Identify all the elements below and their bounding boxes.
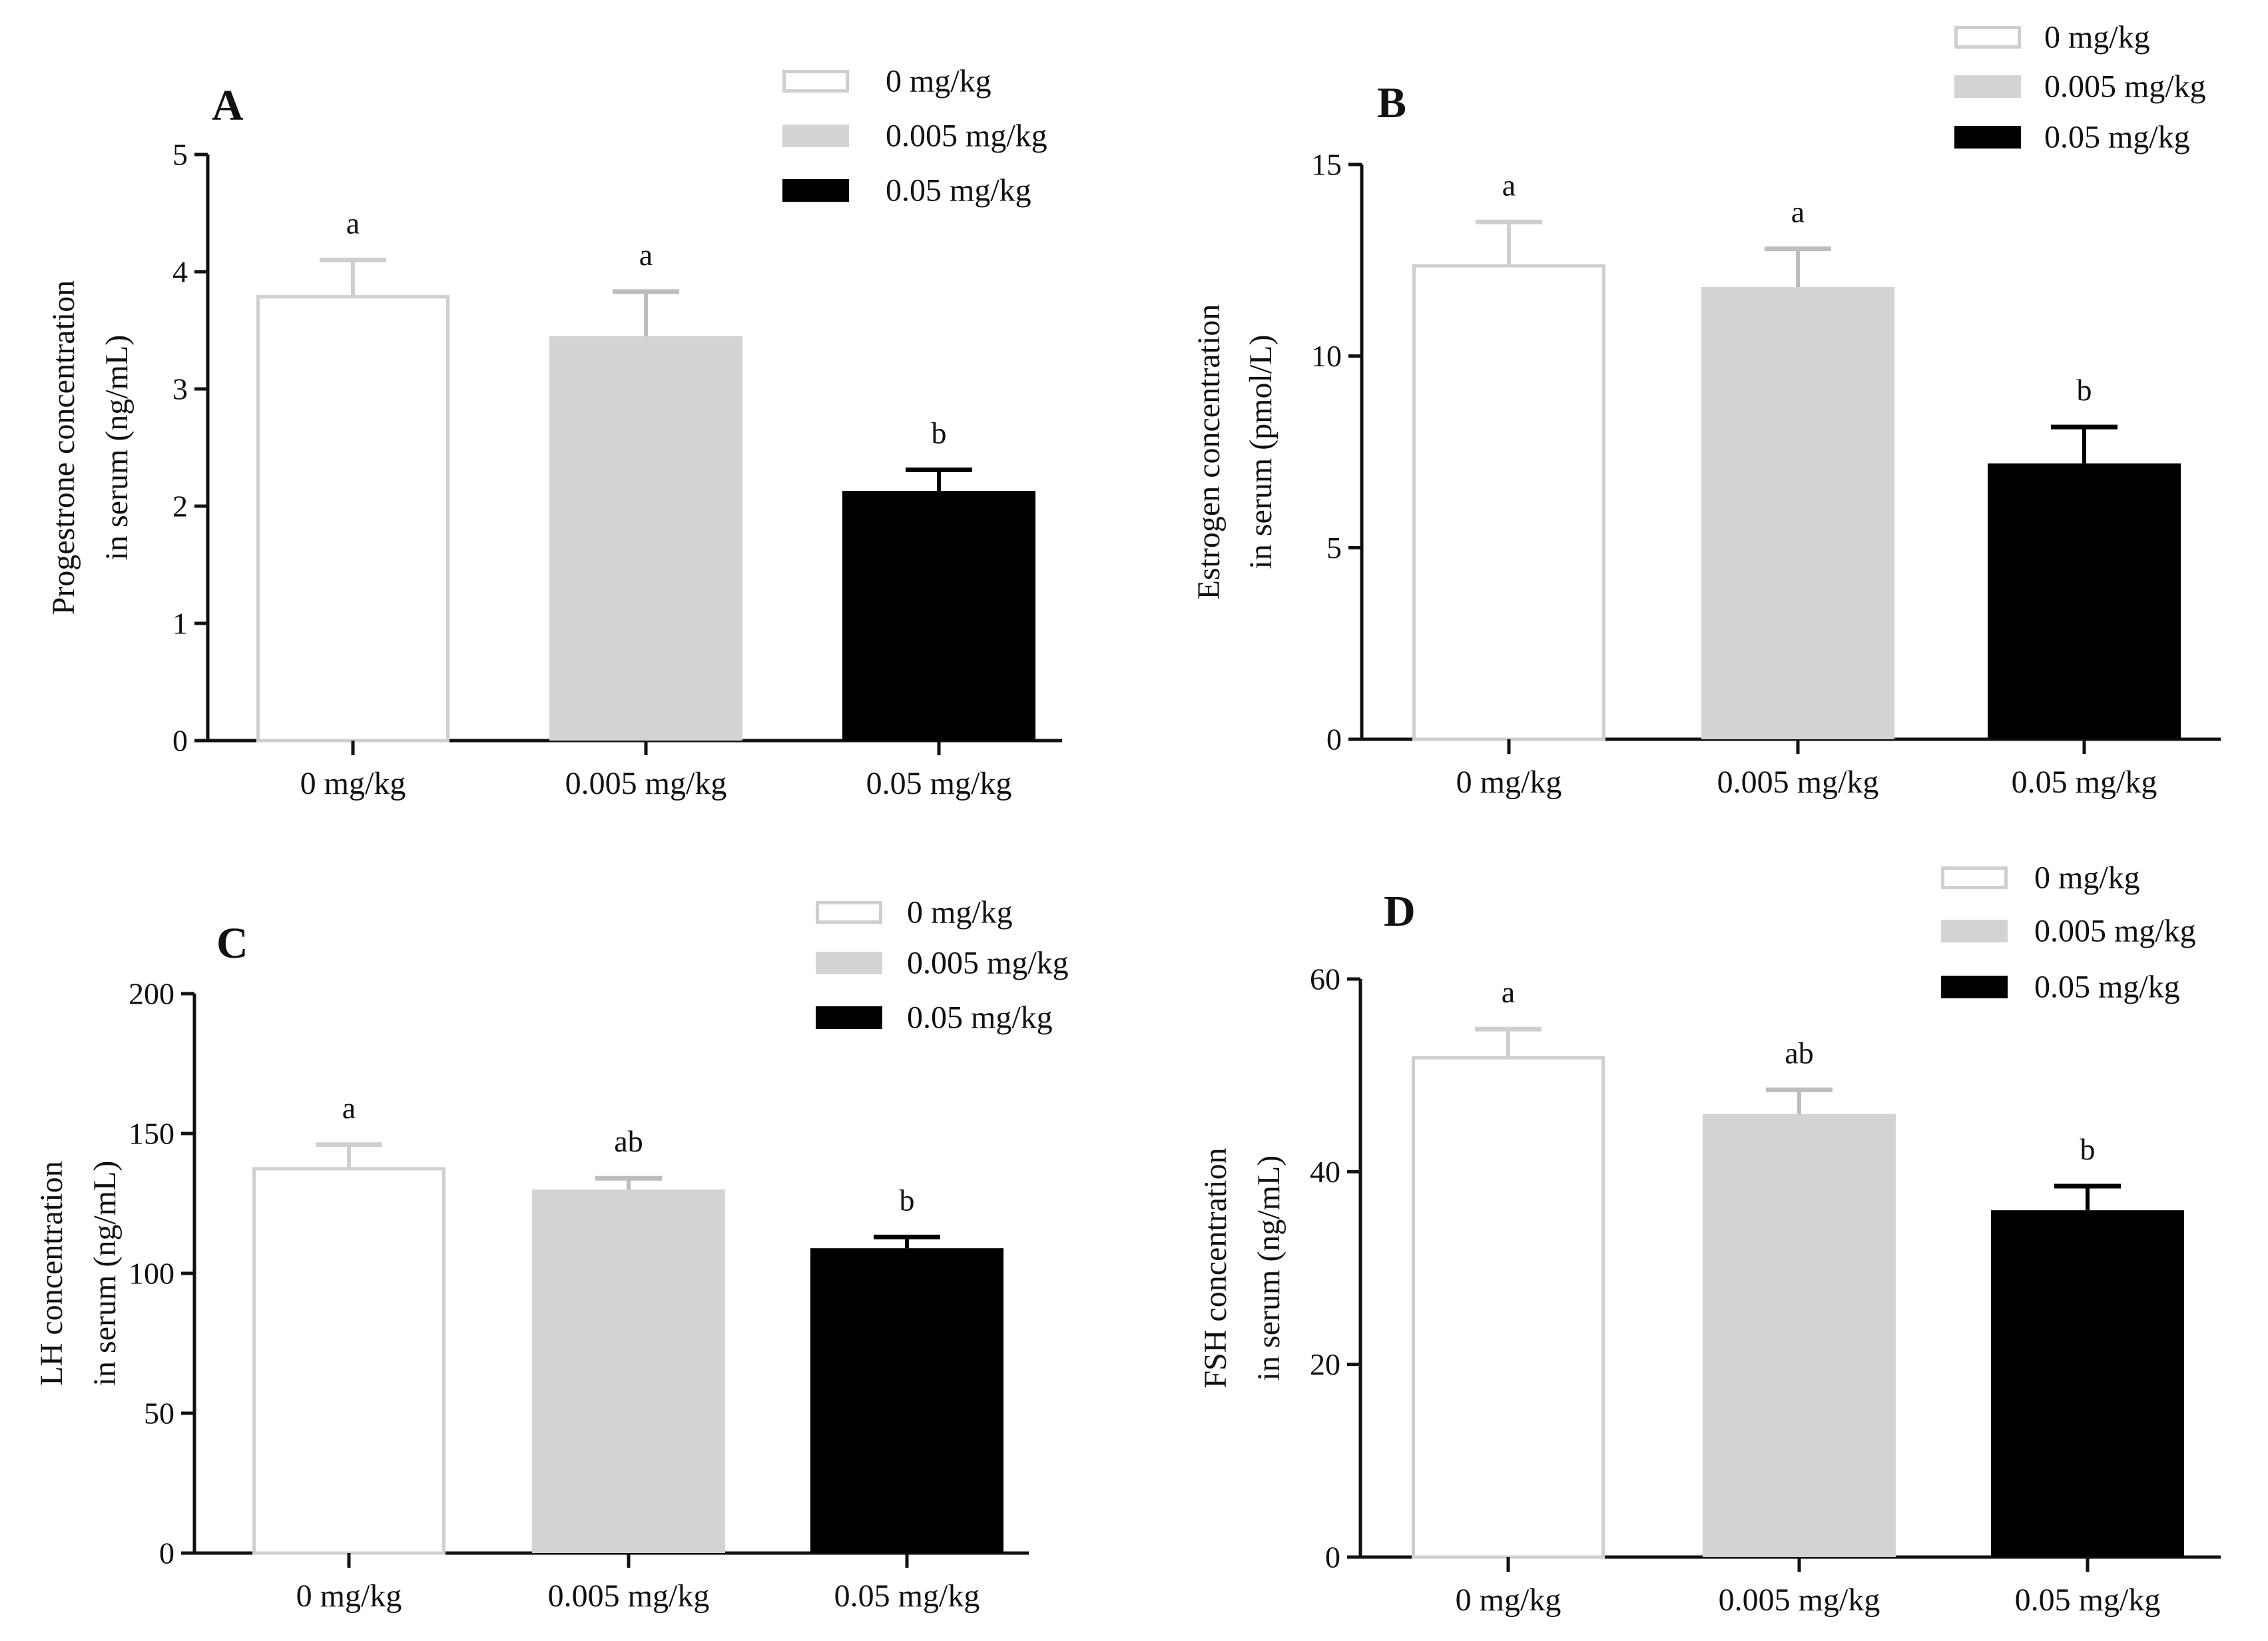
bar bbox=[1988, 463, 2181, 739]
significance-label: a bbox=[346, 206, 360, 240]
y-tick-label: 1 bbox=[172, 607, 188, 641]
y-axis-label: in serum (pmol/L) bbox=[1243, 335, 1278, 569]
y-tick-label: 10 bbox=[1311, 339, 1342, 373]
panel-letter: A bbox=[212, 81, 244, 130]
y-tick-label: 200 bbox=[129, 977, 174, 1011]
legend-swatch bbox=[1941, 866, 2008, 889]
legend-swatch bbox=[1954, 26, 2021, 49]
x-tick-label: 0.005 mg/kg bbox=[1719, 1582, 1880, 1618]
panel-letter: C bbox=[216, 919, 248, 968]
panel-letter: D bbox=[1384, 887, 1416, 936]
legend-label: 0 mg/kg bbox=[907, 895, 1013, 930]
x-tick-label: 0.005 mg/kg bbox=[548, 1578, 710, 1614]
legend-swatch bbox=[1954, 75, 2021, 98]
legend-swatch bbox=[816, 1006, 882, 1029]
significance-label: a bbox=[639, 238, 653, 272]
panel-letter: B bbox=[1377, 79, 1406, 127]
legend-label: 0.05 mg/kg bbox=[2034, 970, 2180, 1005]
y-tick-label: 20 bbox=[1310, 1347, 1340, 1381]
x-tick-label: 0.05 mg/kg bbox=[866, 766, 1012, 801]
y-tick-label: 0 bbox=[159, 1536, 174, 1570]
legend-label: 0.05 mg/kg bbox=[907, 1000, 1053, 1036]
bar bbox=[1701, 287, 1894, 739]
legend-swatch bbox=[1941, 976, 2008, 998]
bar bbox=[842, 491, 1035, 741]
bar bbox=[549, 336, 742, 741]
significance-label: ab bbox=[1785, 1036, 1813, 1070]
y-tick-label: 0 bbox=[1326, 723, 1342, 757]
y-tick-label: 0 bbox=[172, 724, 188, 758]
legend-label: 0.005 mg/kg bbox=[907, 946, 1069, 981]
significance-label: b bbox=[2080, 1132, 2096, 1166]
y-tick-label: 4 bbox=[172, 255, 188, 289]
significance-label: b bbox=[900, 1183, 915, 1217]
x-tick-label: 0.005 mg/kg bbox=[1717, 765, 1879, 800]
x-tick-label: 0.05 mg/kg bbox=[834, 1578, 980, 1614]
y-axis-label: in serum (ng/mL) bbox=[87, 1161, 123, 1387]
legend-label: 0.005 mg/kg bbox=[886, 119, 1047, 154]
legend-swatch bbox=[816, 901, 882, 924]
significance-label: a bbox=[1502, 975, 1515, 1009]
y-axis-label: in serum (ng/mL) bbox=[1251, 1155, 1286, 1381]
bar bbox=[532, 1189, 725, 1553]
significance-label: b bbox=[932, 416, 947, 450]
significance-label: a bbox=[1502, 168, 1516, 202]
y-axis-label: FSH concentration bbox=[1198, 1148, 1233, 1388]
y-tick-label: 50 bbox=[144, 1397, 174, 1431]
legend-swatch bbox=[782, 179, 849, 202]
legend-label: 0.005 mg/kg bbox=[2044, 69, 2206, 105]
legend-label: 0.005 mg/kg bbox=[2034, 914, 2196, 949]
y-axis-label: LH concentration bbox=[34, 1161, 69, 1385]
y-tick-label: 150 bbox=[129, 1117, 174, 1151]
panel-c: C LH concentration in serum (ng/mL) 0 50 100 1… bbox=[34, 895, 1069, 1614]
y-tick-label: 5 bbox=[172, 138, 188, 172]
bar bbox=[1991, 1210, 2184, 1557]
legend-label: 0 mg/kg bbox=[886, 64, 992, 99]
y-tick-label: 40 bbox=[1310, 1155, 1340, 1189]
legend-swatch bbox=[782, 70, 849, 93]
bar bbox=[252, 1167, 445, 1555]
x-tick-label: 0 mg/kg bbox=[296, 1578, 402, 1614]
y-tick-label: 3 bbox=[172, 372, 188, 406]
bar bbox=[1412, 1056, 1605, 1559]
significance-label: a bbox=[342, 1091, 356, 1125]
y-tick-label: 0 bbox=[1325, 1540, 1340, 1574]
legend-swatch bbox=[782, 125, 849, 147]
x-tick-label: 0.05 mg/kg bbox=[2012, 765, 2157, 800]
bar bbox=[1412, 264, 1605, 741]
y-axis-label: Progestrone concentration bbox=[46, 280, 81, 615]
legend-swatch bbox=[1954, 126, 2021, 149]
x-tick-label: 0 mg/kg bbox=[1456, 1582, 1561, 1618]
legend-swatch bbox=[1941, 920, 2008, 942]
panel-a: A Progestrone concentration in serum (ng/m… bbox=[46, 64, 1062, 801]
x-tick-label: 0 mg/kg bbox=[1456, 765, 1562, 800]
x-tick-label: 0 mg/kg bbox=[300, 766, 406, 801]
x-tick-label: 0.05 mg/kg bbox=[2015, 1582, 2161, 1618]
y-axis-label: in serum (ng/mL) bbox=[99, 335, 135, 561]
bar bbox=[1703, 1114, 1896, 1557]
y-axis-label: Estrogen concentration bbox=[1191, 304, 1227, 600]
panel-b: B Estrogen concentration in serum (pmol/L)… bbox=[1191, 20, 2221, 800]
y-tick-label: 15 bbox=[1311, 148, 1342, 182]
panel-d: D FSH concentration in serum (ng/mL) 0 20 40 6… bbox=[1198, 860, 2221, 1618]
y-tick-label: 2 bbox=[172, 490, 188, 523]
bar bbox=[256, 295, 449, 743]
legend-label: 0.05 mg/kg bbox=[2044, 120, 2190, 155]
significance-label: a bbox=[1791, 195, 1805, 229]
legend-label: 0.05 mg/kg bbox=[886, 173, 1031, 208]
bar bbox=[810, 1248, 1003, 1553]
y-tick-label: 100 bbox=[129, 1257, 174, 1291]
legend-label: 0 mg/kg bbox=[2034, 860, 2140, 896]
significance-label: ab bbox=[614, 1124, 643, 1158]
y-tick-label: 60 bbox=[1310, 962, 1340, 996]
x-tick-label: 0.005 mg/kg bbox=[565, 766, 727, 801]
y-tick-label: 5 bbox=[1326, 531, 1342, 565]
significance-label: b bbox=[2077, 373, 2092, 407]
legend-label: 0 mg/kg bbox=[2044, 20, 2150, 55]
legend-swatch bbox=[816, 952, 882, 974]
